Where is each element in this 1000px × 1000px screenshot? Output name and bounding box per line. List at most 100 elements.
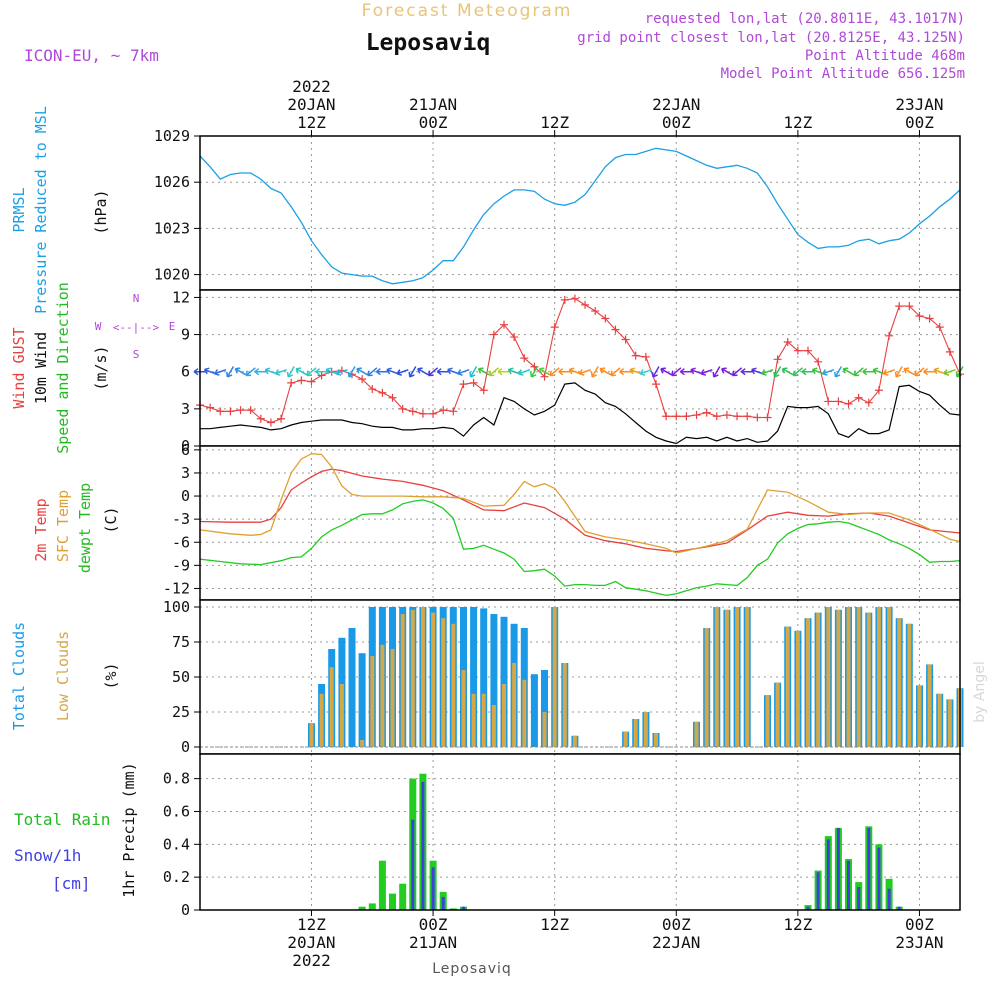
low-cloud-bar xyxy=(633,719,638,747)
top-axis-label: 12Z xyxy=(540,113,569,132)
wind-direction-arrow xyxy=(834,366,843,378)
low-cloud-bar xyxy=(309,723,314,747)
arrow-shape xyxy=(862,368,875,376)
y-tick-label: 0 xyxy=(181,738,190,756)
wind-direction-arrow xyxy=(264,367,277,375)
pressure-label-unit: (hPa) xyxy=(92,189,110,234)
total-cloud-bar xyxy=(358,653,366,747)
low-cloud-bar xyxy=(724,609,729,747)
wind-direction-arrow xyxy=(366,367,378,377)
wind-direction-arrow xyxy=(933,367,946,375)
gust-marker xyxy=(408,407,417,416)
gust-marker xyxy=(733,412,742,421)
cloud-label-unit: (%) xyxy=(102,662,120,689)
low-cloud-bar xyxy=(339,684,344,747)
gust-marker xyxy=(885,331,894,340)
top-axis-label: 00Z xyxy=(419,113,448,132)
gust-marker xyxy=(844,399,853,408)
wind-direction-arrow xyxy=(507,367,520,375)
arrow-shape xyxy=(488,367,499,377)
top-axis-label: 12Z xyxy=(783,113,812,132)
y-tick-label: 75 xyxy=(172,633,190,651)
y-tick-label: -3 xyxy=(172,510,190,528)
arrow-shape xyxy=(396,368,409,376)
low-cloud-bar xyxy=(927,664,932,747)
arrow-shape xyxy=(254,368,267,376)
y-tick-label: 12 xyxy=(172,288,190,306)
bottom-axis-label: 00Z xyxy=(905,915,934,934)
gust-marker xyxy=(834,397,843,406)
bottom-axis-label: 22JAN xyxy=(652,933,700,952)
snow-bar xyxy=(897,906,901,910)
bottom-axis-label: 2022 xyxy=(292,951,331,970)
wind-direction-arrow xyxy=(538,367,551,376)
wind-direction-arrow xyxy=(203,367,216,375)
arrow-shape xyxy=(853,367,864,377)
precip-legend-rain: Total Rain xyxy=(14,810,110,829)
top-axis-label: 00Z xyxy=(662,113,691,132)
compass-e: E xyxy=(169,320,176,333)
gust-marker xyxy=(560,295,569,304)
wind-direction-arrow xyxy=(549,367,560,377)
gust-marker xyxy=(489,330,498,339)
wind-direction-arrow xyxy=(903,367,915,376)
wind-direction-arrow xyxy=(801,368,814,376)
panel-2: -12 -9 -6 -3 0 3 6 xyxy=(163,441,961,601)
snow-bar xyxy=(867,827,871,910)
low-cloud-bar xyxy=(887,607,892,747)
arrow-shape xyxy=(842,367,855,376)
low-cloud-bar xyxy=(451,623,456,747)
arrow-shape xyxy=(822,368,835,376)
watermark: by Angel xyxy=(972,661,988,722)
snow-bar xyxy=(806,906,810,910)
low-cloud-bar xyxy=(745,607,750,747)
wind-direction-arrow xyxy=(436,368,450,376)
snow-bar xyxy=(826,839,830,910)
wind-direction-arrow xyxy=(599,367,611,376)
wind-direction-arrow xyxy=(396,368,409,376)
wind-direction-arrow xyxy=(690,367,703,375)
y-tick-label: -6 xyxy=(172,533,190,551)
wind-direction-arrow xyxy=(286,366,295,378)
top-axis-label: 23JAN xyxy=(895,95,943,114)
low-cloud-bar xyxy=(836,609,841,747)
wind-direction-arrow xyxy=(427,367,439,377)
low-cloud-bar xyxy=(795,630,800,747)
arrow-shape xyxy=(568,367,581,375)
requested-coords: requested lon,lat (20.8011E, 43.1017N) xyxy=(645,11,965,27)
gust-marker xyxy=(277,414,286,423)
wind-direction-arrow xyxy=(853,367,864,377)
wind-direction-arrow xyxy=(751,367,764,375)
precip-legend-cm: [cm] xyxy=(52,874,91,893)
low-cloud-bar xyxy=(360,740,365,747)
arrow-shape xyxy=(436,368,450,376)
gust-marker xyxy=(641,352,650,361)
wind-direction-arrow xyxy=(882,368,895,376)
gust-marker xyxy=(429,409,438,418)
arrow-shape xyxy=(447,367,460,375)
wind-direction-arrow xyxy=(590,366,599,378)
pressure-label-msl: Pressure Reduced to MSL xyxy=(32,106,50,314)
gust-marker xyxy=(469,378,478,387)
low-cloud-bar xyxy=(806,618,810,747)
wind-direction-arrow xyxy=(651,366,660,378)
gust-marker xyxy=(915,312,924,320)
pressure-panel-labels: PRMSL Pressure Reduced to MSL (hPa) xyxy=(10,106,110,314)
arrow-shape xyxy=(700,368,713,376)
y-tick-label: 50 xyxy=(172,668,190,686)
wind-direction-arrow xyxy=(610,367,621,377)
y-tick-label: 3 xyxy=(181,400,190,418)
low-cloud-bar xyxy=(502,684,506,747)
low-cloud-bar xyxy=(471,693,476,747)
gust-marker xyxy=(874,386,883,395)
arrow-shape xyxy=(335,368,348,376)
rain-bar xyxy=(389,893,396,910)
gust-marker xyxy=(520,354,529,363)
bottom-axis-label: 23JAN xyxy=(895,933,943,952)
gust-marker xyxy=(591,307,600,316)
low-cloud-bar xyxy=(481,693,486,747)
wind-direction-arrow xyxy=(417,367,429,376)
wind-direction-arrow xyxy=(773,366,782,378)
